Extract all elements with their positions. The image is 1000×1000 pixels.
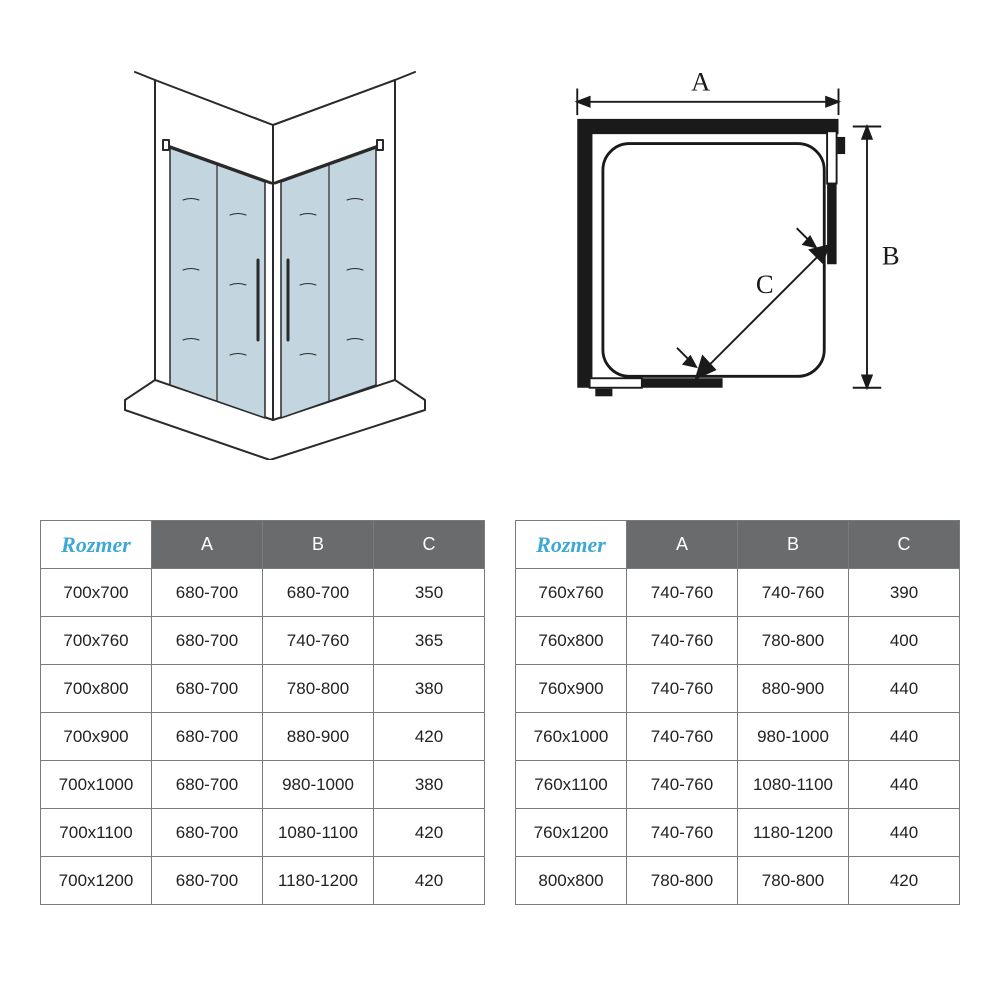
table-cell: 440: [849, 761, 960, 809]
table-header-rozmer: Rozmer: [516, 521, 627, 569]
table-row: 760x760740-760740-760390: [516, 569, 960, 617]
table-row: 700x1200680-7001180-1200420: [41, 857, 485, 905]
table-cell: 680-700: [152, 761, 263, 809]
table-cell: 680-700: [152, 809, 263, 857]
table-cell: 760x1000: [516, 713, 627, 761]
table-cell: 440: [849, 809, 960, 857]
table-cell: 740-760: [738, 569, 849, 617]
table-row: 760x1100740-7601080-1100440: [516, 761, 960, 809]
table-cell: 1180-1200: [738, 809, 849, 857]
table-row: 800x800780-800780-800420: [516, 857, 960, 905]
table-cell: 420: [849, 857, 960, 905]
table-cell: 680-700: [152, 617, 263, 665]
table-cell: 740-760: [263, 617, 374, 665]
table-header-rozmer: Rozmer: [41, 521, 152, 569]
table-cell: 680-700: [152, 713, 263, 761]
table-cell: 700x1000: [41, 761, 152, 809]
table-cell: 740-760: [627, 713, 738, 761]
table-cell: 380: [374, 761, 485, 809]
table-cell: 365: [374, 617, 485, 665]
dim-label-b: B: [882, 240, 900, 270]
table-cell: 440: [849, 665, 960, 713]
table-cell: 420: [374, 809, 485, 857]
table-cell: 680-700: [263, 569, 374, 617]
table-cell: 740-760: [627, 665, 738, 713]
table-row: 760x1200740-7601180-1200440: [516, 809, 960, 857]
table-cell: 760x1200: [516, 809, 627, 857]
table-cell: 880-900: [263, 713, 374, 761]
table-row: 700x1100680-7001080-1100420: [41, 809, 485, 857]
table-row: 760x800740-760780-800400: [516, 617, 960, 665]
table-row: 700x700680-700680-700350: [41, 569, 485, 617]
dim-label-c: C: [756, 269, 774, 299]
table-cell: 400: [849, 617, 960, 665]
table-cell: 680-700: [152, 857, 263, 905]
table-header-a: A: [627, 521, 738, 569]
table-row: 760x900740-760880-900440: [516, 665, 960, 713]
table-cell: 1080-1100: [263, 809, 374, 857]
table-row: 760x1000740-760980-1000440: [516, 713, 960, 761]
table-header-c: C: [374, 521, 485, 569]
table-row: 700x760680-700740-760365: [41, 617, 485, 665]
dimensions-table-right: Rozmer A B C 760x760740-760740-760390760…: [515, 520, 960, 905]
table-cell: 380: [374, 665, 485, 713]
shower-3d-diagram: [95, 40, 455, 460]
table-cell: 780-800: [738, 617, 849, 665]
table-row: 700x1000680-700980-1000380: [41, 761, 485, 809]
dim-label-a: A: [691, 66, 711, 96]
table-cell: 980-1000: [263, 761, 374, 809]
table-cell: 760x760: [516, 569, 627, 617]
table-body-left: 700x700680-700680-700350700x760680-70074…: [41, 569, 485, 905]
table-cell: 1080-1100: [738, 761, 849, 809]
table-cell: 760x900: [516, 665, 627, 713]
table-cell: 700x900: [41, 713, 152, 761]
table-cell: 740-760: [627, 809, 738, 857]
table-cell: 700x760: [41, 617, 152, 665]
table-body-right: 760x760740-760740-760390760x800740-76078…: [516, 569, 960, 905]
table-cell: 440: [849, 713, 960, 761]
table-cell: 420: [374, 713, 485, 761]
table-cell: 800x800: [516, 857, 627, 905]
table-cell: 700x800: [41, 665, 152, 713]
table-cell: 700x1100: [41, 809, 152, 857]
table-cell: 740-760: [627, 569, 738, 617]
table-cell: 420: [374, 857, 485, 905]
tables-row: Rozmer A B C 700x700680-700680-700350700…: [0, 520, 1000, 945]
table-cell: 680-700: [152, 569, 263, 617]
diagram-row: A B: [0, 0, 1000, 520]
table-cell: 700x700: [41, 569, 152, 617]
table-row: 700x800680-700780-800380: [41, 665, 485, 713]
table-cell: 760x800: [516, 617, 627, 665]
table-cell: 680-700: [152, 665, 263, 713]
table-cell: 390: [849, 569, 960, 617]
table-cell: 780-800: [627, 857, 738, 905]
table-header-b: B: [263, 521, 374, 569]
table-header-b: B: [738, 521, 849, 569]
shower-plan-diagram: A B: [525, 60, 905, 440]
dimensions-table-left: Rozmer A B C 700x700680-700680-700350700…: [40, 520, 485, 905]
table-cell: 740-760: [627, 761, 738, 809]
table-cell: 350: [374, 569, 485, 617]
table-cell: 780-800: [738, 857, 849, 905]
table-cell: 700x1200: [41, 857, 152, 905]
table-cell: 760x1100: [516, 761, 627, 809]
table-cell: 740-760: [627, 617, 738, 665]
table-cell: 980-1000: [738, 713, 849, 761]
table-header-a: A: [152, 521, 263, 569]
table-row: 700x900680-700880-900420: [41, 713, 485, 761]
table-header-c: C: [849, 521, 960, 569]
table-cell: 780-800: [263, 665, 374, 713]
table-cell: 1180-1200: [263, 857, 374, 905]
table-cell: 880-900: [738, 665, 849, 713]
